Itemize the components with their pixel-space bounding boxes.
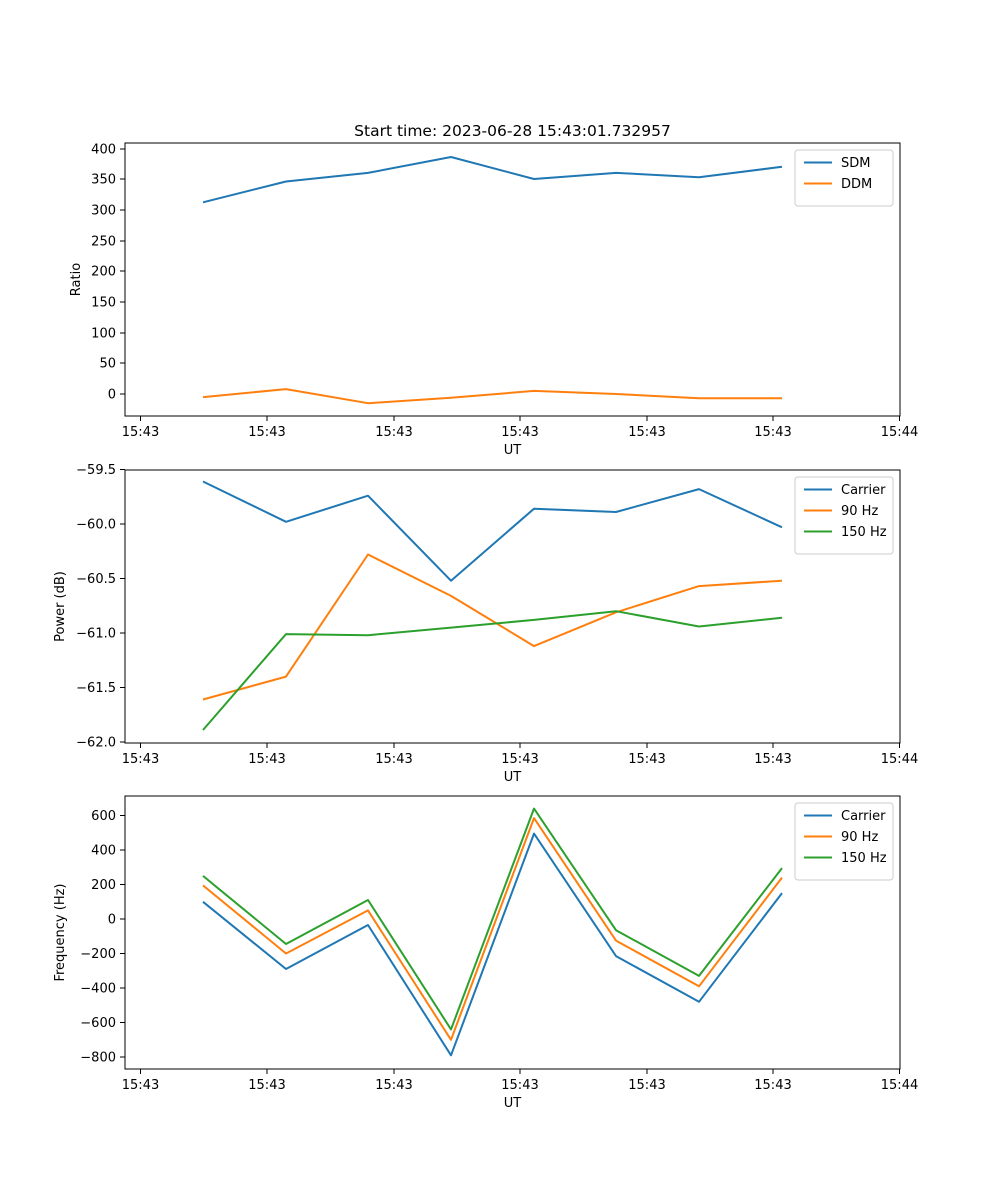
y-tick-label: 50 (99, 357, 116, 372)
plot-frame (124, 795, 901, 1070)
subplot-3: 15:43 15:43 15:43 15:43 15:43 15:43 15:44 −800 −… (53, 795, 918, 1111)
series-line-150-hz (202, 610, 783, 731)
figure-title: Start time: 2023-06-28 15:43:01.732957 (354, 122, 671, 140)
y-tick-label: −60.5 (76, 572, 116, 587)
y-tick-label: 200 (91, 878, 116, 893)
x-tick-label: 15:43 (628, 425, 665, 440)
y-tick-label: −61.5 (76, 681, 116, 696)
x-tick-label: 15:44 (881, 752, 918, 767)
x-axis-label: UT (504, 443, 522, 458)
series-line-ddm (202, 388, 782, 405)
legend-label: DDM (841, 177, 872, 192)
x-tick-label: 15:43 (375, 752, 412, 767)
plot-frame (124, 469, 901, 744)
x-tick-label: 15:43 (248, 752, 285, 767)
y-tick-label: 400 (91, 844, 116, 859)
x-tick-label: 15:43 (122, 1078, 159, 1093)
y-tick-label: 400 (91, 143, 116, 158)
x-tick-label: 15:43 (628, 752, 665, 767)
series-line-sdm (202, 156, 783, 204)
y-axis-label: Ratio (69, 263, 84, 296)
y-tick-label: −800 (80, 1051, 116, 1066)
legend-label: Carrier (841, 483, 886, 498)
series-line-carrier (202, 480, 783, 582)
x-tick-label: 15:43 (501, 752, 538, 767)
series-line-carrier (202, 832, 783, 1057)
x-tick-label: 15:43 (122, 425, 159, 440)
subplots: 15:43 15:43 15:43 15:43 15:43 15:43 15:44 0 50 10… (53, 142, 918, 1111)
series-line-90-hz (202, 817, 783, 1041)
legend: SDM DDM (794, 149, 894, 207)
y-tick-label: 0 (108, 388, 116, 403)
y-tick-label: 300 (91, 204, 116, 219)
y-tick-label: 600 (91, 809, 116, 824)
y-axis-label: Frequency (Hz) (53, 883, 68, 981)
legend-box (794, 476, 894, 555)
subplot-2: 15:43 15:43 15:43 15:43 15:43 15:43 15:44 −62.0… (53, 463, 918, 785)
y-tick-label: −400 (80, 982, 116, 997)
y-tick-label: −200 (80, 947, 116, 962)
legend-box (794, 149, 894, 207)
y-tick-label: 350 (91, 173, 116, 188)
y-axis-label: Power (dB) (53, 571, 68, 642)
legend-label: 150 Hz (841, 851, 887, 866)
y-tick-label: −600 (80, 1016, 116, 1031)
x-tick-label: 15:43 (122, 752, 159, 767)
x-axis-label: UT (504, 770, 522, 785)
x-tick-label: 15:43 (375, 425, 412, 440)
x-axis-label: UT (504, 1096, 522, 1111)
y-tick-label: 200 (91, 265, 116, 280)
legend-label: 90 Hz (841, 830, 878, 845)
x-tick-label: 15:43 (501, 425, 538, 440)
x-tick-label: 15:43 (248, 425, 285, 440)
x-tick-label: 15:44 (881, 425, 918, 440)
legend-label: SDM (841, 156, 870, 171)
y-tick-label: 150 (91, 296, 116, 311)
legend-label: 90 Hz (841, 504, 878, 519)
series-line-150-hz (202, 807, 783, 1031)
legend-box (794, 802, 894, 881)
series-line-90-hz (202, 553, 783, 701)
y-tick-label: −59.5 (76, 463, 116, 478)
plot-frame (124, 142, 901, 417)
legend: Carrier 90 Hz 150 Hz (794, 476, 894, 555)
y-tick-label: 0 (108, 913, 116, 928)
x-tick-label: 15:43 (248, 1078, 285, 1093)
legend: Carrier 90 Hz 150 Hz (794, 802, 894, 881)
y-tick-label: 250 (91, 235, 116, 250)
x-tick-label: 15:43 (628, 1078, 665, 1093)
legend-label: 150 Hz (841, 525, 887, 540)
y-tick-label: −62.0 (76, 736, 116, 751)
subplot-1: 15:43 15:43 15:43 15:43 15:43 15:43 15:44 0 50 10… (69, 142, 918, 458)
y-tick-label: 100 (91, 327, 116, 342)
y-tick-label: −60.0 (76, 518, 116, 533)
y-tick-label: −61.0 (76, 627, 116, 642)
x-tick-label: 15:43 (501, 1078, 538, 1093)
x-tick-label: 15:44 (881, 1078, 918, 1093)
x-tick-label: 15:43 (754, 1078, 791, 1093)
x-tick-label: 15:43 (754, 752, 791, 767)
x-tick-label: 15:43 (375, 1078, 412, 1093)
legend-label: Carrier (841, 809, 886, 824)
x-tick-label: 15:43 (754, 425, 791, 440)
